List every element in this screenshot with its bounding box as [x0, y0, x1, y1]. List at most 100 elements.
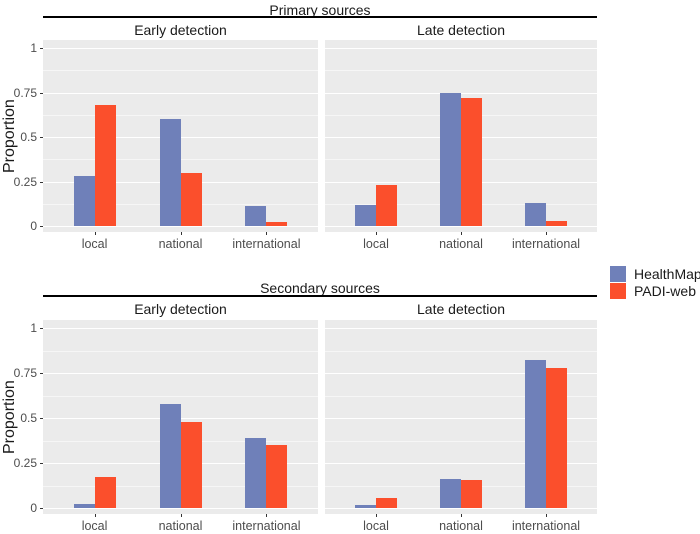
- x-axis-tick: [461, 232, 462, 235]
- x-axis-tick: [180, 514, 182, 517]
- y-axis-title: Proportion: [1, 99, 18, 173]
- minor-gridline: [43, 395, 318, 397]
- legend-item-healthmap: HealthMap: [610, 266, 700, 282]
- panel-secondary-late: local national international: [325, 320, 597, 533]
- bar-healthmap-national: [440, 479, 461, 508]
- panel-secondary-early: local national international 1 0.75 0.5 0.25 0: [14, 320, 318, 533]
- x-axis-tick: [180, 232, 182, 235]
- strip-primary-early: Early detection: [134, 22, 227, 38]
- x-axis-tick: [376, 232, 377, 235]
- major-gridline: [43, 137, 318, 138]
- x-axis-tick: [546, 232, 547, 235]
- major-gridline: [43, 418, 318, 419]
- major-gridline: [325, 463, 597, 464]
- x-axis-tick: [266, 232, 268, 235]
- x-axis-label: national: [439, 519, 483, 533]
- bar-padi-web-national: [461, 97, 482, 226]
- x-axis-label: local: [81, 237, 108, 251]
- y-axis-label: 0.5: [20, 130, 37, 144]
- x-axis-tick: [546, 514, 547, 517]
- minor-gridline: [43, 159, 318, 161]
- y-axis-tick: [40, 137, 43, 138]
- x-axis-label: local: [363, 519, 389, 533]
- bar-healthmap-national: [159, 403, 181, 508]
- major-gridline: [325, 328, 597, 329]
- bar-healthmap-local: [73, 176, 95, 226]
- panel-primary-early: local national international 1 0.75 0.5 0.25 0: [14, 40, 318, 251]
- legend-item-padi-web: PADI-web: [610, 283, 700, 299]
- bar-padi-web-local: [94, 477, 116, 508]
- y-axis-title: Proportion: [1, 380, 18, 454]
- bar-healthmap-international: [525, 360, 546, 508]
- bar-healthmap-international: [245, 206, 267, 226]
- major-gridline: [43, 92, 318, 94]
- x-axis-label: local: [81, 519, 108, 533]
- facet-row-title-primary: Primary sources: [269, 2, 371, 18]
- x-axis-tick: [461, 514, 462, 517]
- legend: HealthMap PADI-web: [610, 266, 700, 300]
- y-axis-label: 1: [30, 41, 37, 55]
- y-axis-tick: [40, 92, 43, 94]
- major-gridline: [43, 48, 318, 49]
- x-axis-tick: [266, 514, 268, 517]
- y-axis-tick: [40, 328, 43, 329]
- x-axis-label: international: [511, 237, 581, 251]
- y-axis-tick: [40, 463, 43, 464]
- x-axis-label: national: [439, 237, 483, 251]
- major-gridline: [325, 226, 597, 227]
- legend-label-padi-web: PADI-web: [634, 283, 696, 299]
- strip-primary-late: Late detection: [417, 22, 505, 38]
- bar-healthmap-national: [159, 119, 181, 226]
- facet-row-rule-secondary: [43, 295, 597, 297]
- y-axis-tick: [40, 181, 43, 183]
- minor-gridline: [43, 114, 318, 116]
- bar-healthmap-national: [440, 92, 461, 226]
- major-gridline: [43, 328, 318, 329]
- bar-healthmap-local: [355, 505, 376, 508]
- minor-gridline: [325, 395, 597, 397]
- legend-swatch-healthmap: [610, 266, 626, 282]
- bar-healthmap-local: [73, 504, 95, 508]
- panel-primary-late: local national international: [325, 40, 597, 251]
- y-axis-tick: [40, 226, 43, 227]
- bar-padi-web-national: [180, 421, 202, 508]
- bar-healthmap-local: [355, 204, 376, 226]
- major-gridline: [325, 92, 597, 94]
- y-axis-label: 0.75: [13, 85, 37, 100]
- y-axis-label: 1: [30, 321, 37, 335]
- y-axis-tick: [40, 48, 43, 49]
- x-axis-tick: [94, 232, 96, 235]
- x-axis-tick: [376, 514, 377, 517]
- y-axis-label: 0.25: [13, 456, 37, 470]
- facet-row-title-secondary: Secondary sources: [260, 280, 380, 296]
- major-gridline: [325, 508, 597, 509]
- bar-padi-web-national: [461, 480, 482, 508]
- bar-padi-web-international: [266, 445, 288, 508]
- x-axis-label: international: [232, 519, 301, 533]
- y-axis-label: 0.25: [13, 174, 37, 189]
- bar-padi-web-international: [546, 367, 567, 508]
- bar-padi-web-local: [376, 185, 397, 226]
- y-axis-label: 0.5: [20, 411, 37, 425]
- strip-secondary-early: Early detection: [134, 301, 227, 317]
- minor-gridline: [43, 70, 318, 72]
- y-axis-tick: [40, 418, 43, 419]
- x-axis-label: national: [158, 519, 203, 533]
- major-gridline: [43, 226, 318, 227]
- x-axis-label: national: [158, 237, 203, 251]
- legend-label-healthmap: HealthMap: [634, 266, 700, 282]
- y-axis-label: 0: [30, 501, 37, 515]
- minor-gridline: [325, 440, 597, 442]
- bar-padi-web-international: [266, 222, 288, 226]
- legend-swatch-padi-web: [610, 283, 626, 299]
- bar-healthmap-international: [525, 202, 546, 226]
- major-gridline: [325, 48, 597, 49]
- major-gridline: [325, 418, 597, 419]
- strip-secondary-late: Late detection: [417, 301, 505, 317]
- y-axis-tick: [40, 508, 43, 509]
- bar-padi-web-local: [376, 498, 397, 508]
- x-axis-label: international: [232, 237, 301, 251]
- major-gridline: [325, 373, 597, 374]
- minor-gridline: [325, 70, 597, 72]
- x-axis-label: local: [363, 237, 389, 251]
